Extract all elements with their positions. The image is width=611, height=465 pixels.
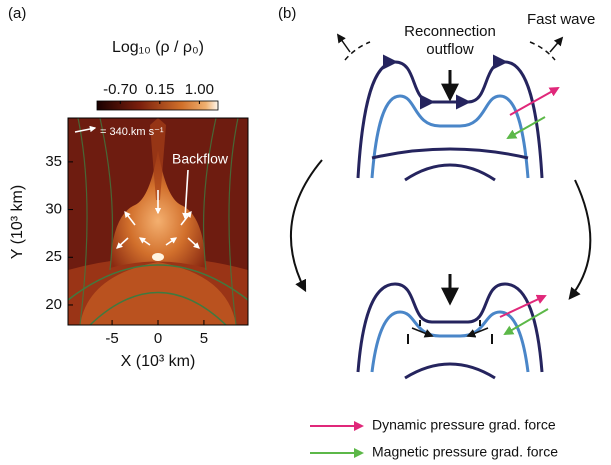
legend-label: Magnetic pressure grad. force	[372, 444, 558, 460]
colorbar-tick-label: -0.70	[103, 81, 137, 98]
outflow-label: Reconnection	[404, 23, 496, 40]
colorbar-title: Log₁₀ (ρ / ρ₀)	[112, 39, 204, 56]
colorbar-tick-label: 0.15	[145, 81, 174, 98]
colorbar	[96, 100, 219, 111]
legend-label: Dynamic pressure grad. force	[372, 417, 556, 433]
x-axis-label: X (10³ km)	[121, 353, 196, 370]
y-tick-label: 25	[45, 248, 62, 265]
cycle-arrow	[568, 179, 592, 300]
y-axis-label: Y (10³ km)	[9, 185, 26, 259]
y-tick-label: 30	[45, 201, 62, 218]
panel-label: (a)	[8, 5, 26, 22]
fast-wave-label: Fast wave	[527, 11, 595, 28]
velocity-key: = 340.km s⁻¹	[100, 126, 164, 138]
x-tick-label: 0	[154, 330, 162, 347]
panel-label: (b)	[278, 5, 296, 22]
upper-diagram	[336, 33, 564, 182]
annotation: Backflow	[172, 151, 229, 167]
lower-diagram	[356, 274, 549, 380]
y-tick-label: 20	[45, 296, 62, 313]
x-tick-label: 5	[200, 330, 208, 347]
outflow-label: outflow	[426, 41, 474, 58]
x-tick-label: -5	[105, 330, 118, 347]
colorbar-tick-label: 1.00	[185, 81, 214, 98]
cycle-arrow	[289, 159, 323, 293]
density-map	[68, 118, 248, 325]
y-tick-label: 35	[45, 153, 62, 170]
